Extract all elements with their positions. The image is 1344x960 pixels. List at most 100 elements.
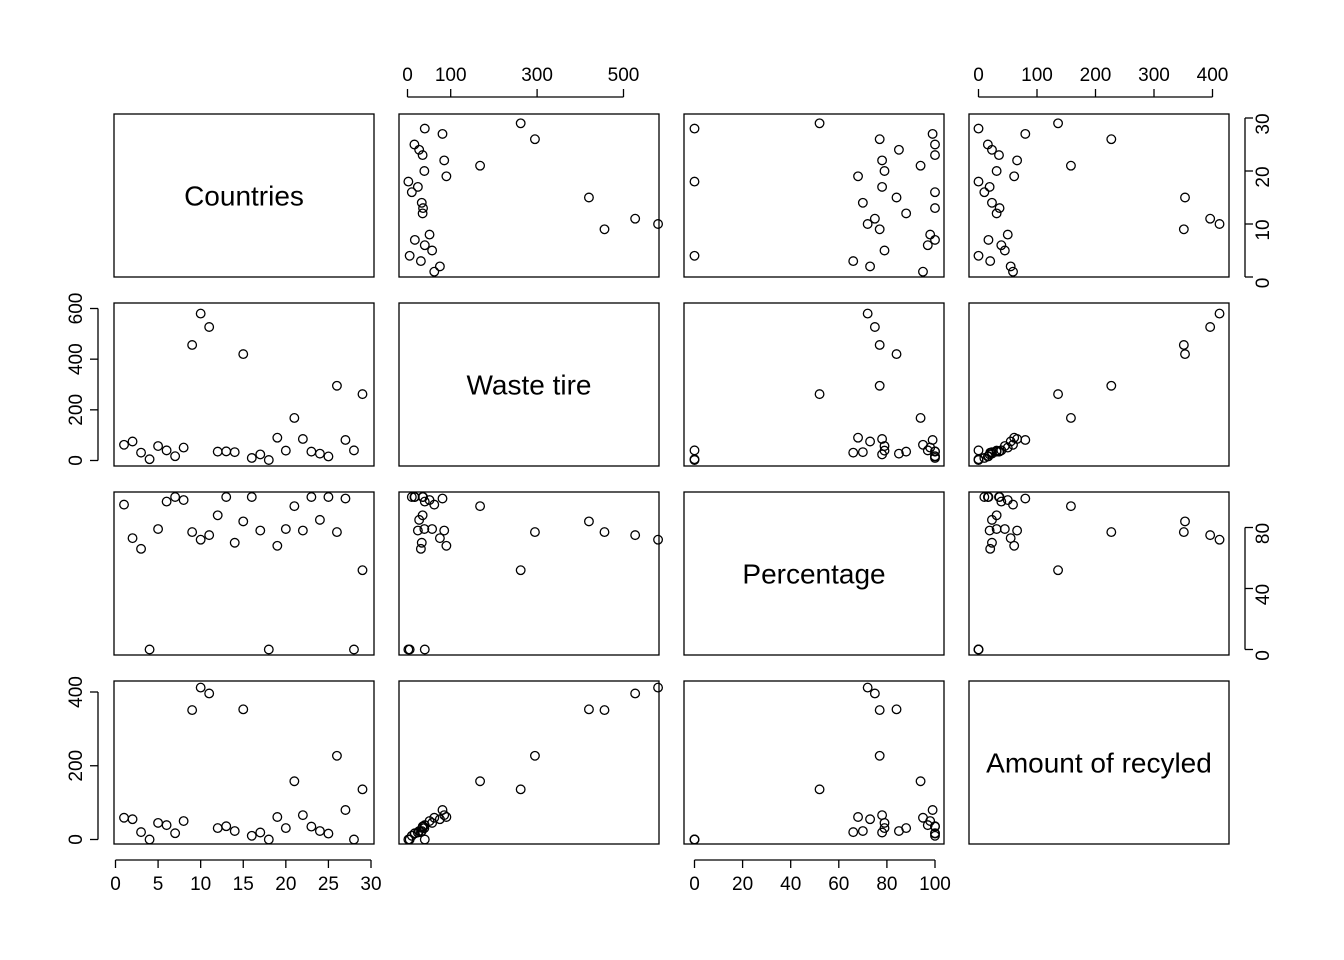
scatter-point-r3c2-11: [869, 688, 880, 699]
scatter-point-r2c3-14: [987, 537, 997, 548]
scatter-point-r3c1-21: [475, 776, 486, 787]
scatter-point-r3c1-8: [424, 816, 435, 827]
scatter-point-r3c2-21: [915, 776, 926, 787]
scatter-point-r1c2-15: [891, 349, 902, 360]
scatter-point-r3c0-7: [170, 828, 181, 839]
scatter-point-r0c2-13: [930, 203, 940, 214]
scatter-point-r0c2-11: [869, 213, 880, 224]
scatter-point-r2c0-11: [204, 530, 215, 541]
scatter-point-r1c3-26: [1106, 380, 1117, 391]
scatter-point-r1c0-17: [255, 449, 266, 460]
scatter-point-r0c1-8: [424, 229, 435, 240]
scatter-point-r2c1-21: [475, 501, 486, 512]
scatter-point-r0c3-15: [1180, 192, 1190, 203]
scatter-point-r3c0-8: [178, 816, 189, 827]
percentage-x-tick-label: 100: [919, 874, 951, 895]
scatter-point-r0c1-26: [529, 134, 540, 145]
scatter-point-r0c2-23: [930, 150, 940, 161]
scatter-point-r1c0-7: [170, 451, 181, 462]
scatter-point-r2c0-5: [153, 524, 164, 534]
scatter-point-r2c3-19: [1009, 540, 1020, 551]
scatter-point-r2c0-22: [297, 525, 308, 536]
scatter-point-r2c1-20: [419, 524, 430, 534]
recycled-x-tick-label: 0: [973, 65, 984, 86]
scatter-point-r1c0-6: [161, 445, 172, 456]
scatter-point-r2c0-24: [314, 514, 325, 525]
scatter-point-r2c3-1: [1008, 499, 1018, 510]
scatter-point-r2c3-28: [973, 644, 984, 655]
scatter-point-r3c0-15: [238, 704, 249, 715]
scatter-point-r2c1-2: [434, 533, 445, 544]
scatter-point-r3c2-3: [848, 827, 859, 838]
scatter-point-r0c1-17: [412, 181, 423, 192]
scatter-point-r3c2-29: [814, 784, 825, 795]
recycled-x-tick-label: 300: [1138, 65, 1170, 86]
scatter-point-r0c1-6: [419, 240, 430, 251]
scatter-point-r2c0-2: [127, 533, 138, 544]
scatter-point-r2c3-16: [979, 492, 990, 502]
scatter-point-r2c1-29: [515, 565, 526, 576]
scatter-point-r2c1-27: [437, 493, 448, 504]
scatter-point-r1c0-3: [136, 447, 147, 458]
scatter-point-r3c2-20: [879, 823, 890, 834]
scatter-point-r0c3-11: [1205, 213, 1216, 224]
scatter-point-r1c2-14: [857, 447, 868, 458]
scatter-point-r1c3-6: [996, 445, 1007, 456]
scatter-point-r2c1-18: [403, 644, 414, 655]
scatter-point-r0c2-29: [814, 118, 825, 129]
scatter-point-r2c1-22: [439, 525, 450, 536]
countries-y-tick-label: 10: [1253, 219, 1274, 240]
scatter-point-r2c1-3: [415, 543, 426, 554]
scatter-point-r0c3-5: [999, 245, 1010, 256]
scatter-point-r0c1-22: [439, 155, 450, 166]
countries-y-tick-label: 20: [1253, 166, 1274, 187]
scatter-point-r3c2-28: [689, 834, 700, 845]
scatter-point-r1c2-24: [893, 448, 904, 459]
scatter-point-r1c0-24: [314, 448, 325, 459]
scatter-point-r1c0-1: [119, 439, 129, 450]
scatter-point-r1c0-21: [289, 412, 300, 423]
panel-frame-0-0: [113, 113, 375, 278]
scatter-point-r2c1-11: [630, 530, 641, 541]
scatter-point-r0c3-2: [1005, 261, 1016, 272]
scatter-point-r2c3-3: [985, 543, 996, 554]
scatter-point-r0c3-29: [1053, 118, 1064, 129]
scatter-point-r2c0-8: [178, 495, 189, 506]
scatter-point-r1c3-21: [1065, 412, 1076, 423]
scatter-point-r2c1-17: [412, 525, 423, 536]
recycled-x-tick-label: 400: [1197, 65, 1229, 86]
scatter-point-r3c1-9: [599, 705, 610, 716]
scatter-point-r2c1-14: [416, 537, 427, 548]
scatter-point-r1c3-18: [973, 455, 984, 465]
scatter-point-r0c2-5: [879, 245, 890, 256]
panel-frame-2-1: [398, 491, 660, 656]
waste-tire-x-tick-label: 300: [521, 65, 553, 86]
scatter-point-r3c2-15: [891, 704, 902, 715]
scatter-point-r1c2-18: [689, 455, 700, 465]
scatter-point-r1c3-29: [1053, 389, 1064, 400]
scatter-point-r2c0-27: [340, 493, 351, 504]
scatter-point-r0c1-18: [403, 176, 414, 187]
scatter-point-r1c2-2: [865, 436, 876, 447]
scatter-point-r0c3-16: [979, 187, 990, 198]
scatter-point-r2c1-16: [406, 492, 417, 502]
countries-x-tick-label: 30: [360, 874, 381, 895]
scatter-point-r1c2-9: [874, 340, 885, 350]
scatter-point-r1c0-26: [331, 380, 342, 391]
scatter-point-r0c3-10: [1214, 219, 1225, 229]
countries-x-tick-label: 0: [110, 874, 121, 895]
scatter-point-r0c3-26: [1106, 134, 1117, 145]
scatter-point-r0c2-8: [925, 229, 936, 240]
waste-tire-y-tick-label: 600: [66, 293, 87, 325]
percentage-x-tick-label: 80: [876, 874, 897, 895]
scatter-point-r2c0-10: [195, 534, 206, 545]
panel-frame-1-3: [968, 302, 1230, 467]
scatter-point-r1c0-19: [272, 432, 283, 443]
scatter-point-r2c0-28: [349, 644, 359, 655]
scatter-point-r2c0-26: [331, 527, 342, 538]
scatter-point-r0c2-22: [877, 155, 888, 166]
scatter-point-r0c3-9: [1178, 224, 1189, 235]
scatter-point-r2c3-15: [1180, 516, 1190, 527]
scatter-point-r2c3-26: [1106, 527, 1117, 538]
